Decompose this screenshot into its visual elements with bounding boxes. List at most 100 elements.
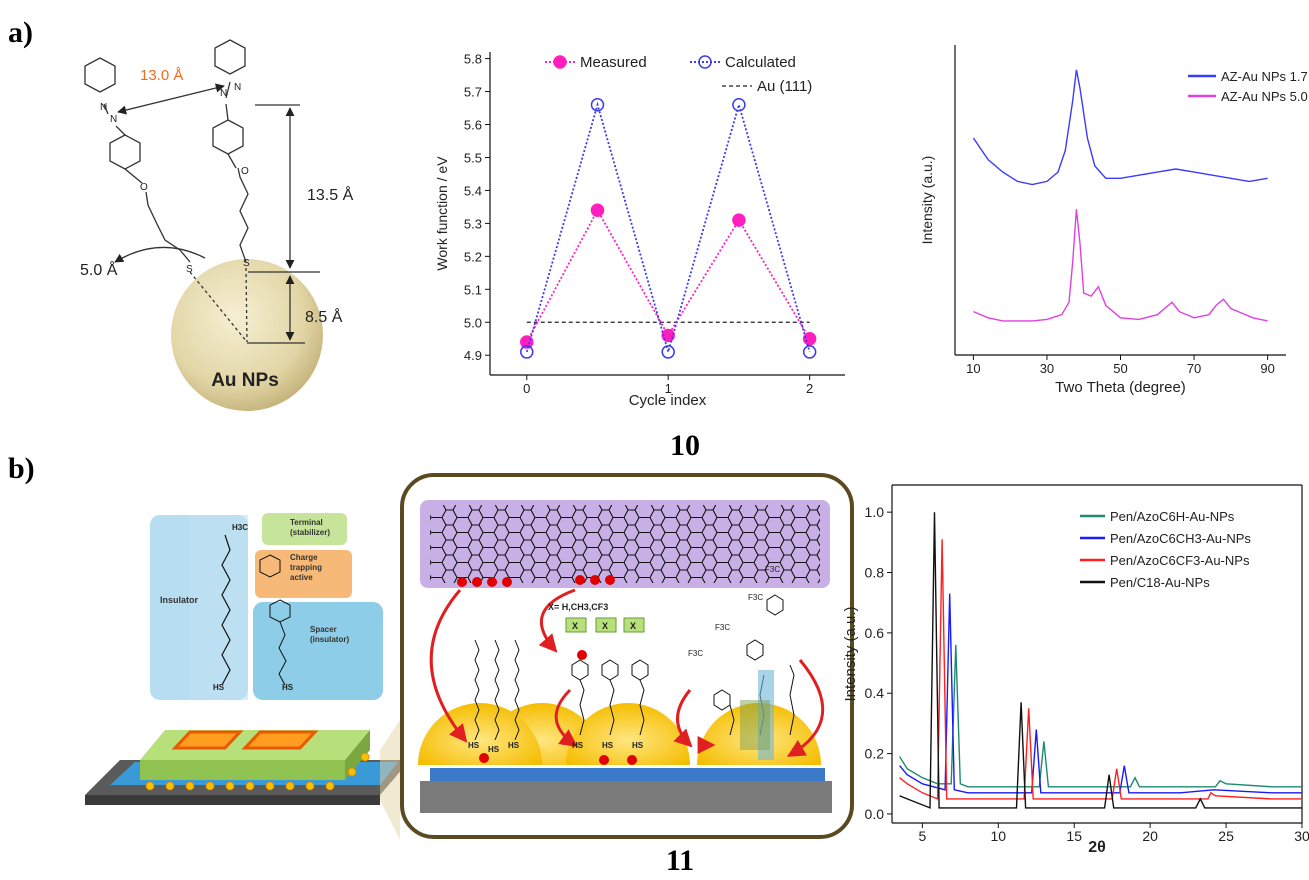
atom-label: N — [234, 82, 241, 93]
y-tick-label: 0.8 — [865, 565, 885, 581]
x-label: X — [572, 621, 578, 631]
legend-label: AZ-Au NPs 1.7 — [1221, 69, 1308, 84]
figure-number: 10 — [670, 429, 700, 462]
group-label: HS — [213, 683, 225, 692]
y-tick-label: 0.0 — [865, 806, 885, 822]
y-tick-label: 4.9 — [464, 348, 482, 363]
atom-label: O — [140, 182, 148, 193]
x-tick-label: 30 — [1294, 828, 1309, 844]
legend-label: Measured — [580, 54, 647, 71]
x-tick-label: 50 — [1113, 361, 1127, 376]
group-label: H3C — [232, 523, 248, 532]
y-tick-label: 5.2 — [464, 249, 482, 264]
legend-marker — [554, 56, 566, 68]
y-tick-label: 5.8 — [464, 52, 482, 67]
group-label: HS — [282, 683, 294, 692]
x-tick-label: 20 — [1142, 828, 1158, 844]
data-point — [662, 346, 674, 358]
formula-label: X= H,CH3,CF3 — [548, 602, 608, 612]
y-axis-label: Intensity (a.u.) — [919, 156, 935, 245]
x-tick-label: 90 — [1260, 361, 1274, 376]
figure: a) b) 10 11 13.0 Å 13.5 Å 5.0 Å 8.5 Å Au NPs… — [0, 0, 1309, 880]
x-tick-label: 5 — [918, 828, 926, 844]
x-axis-label: 2θ — [1088, 839, 1106, 856]
y-tick-label: 5.1 — [464, 282, 482, 297]
legend-label: AZ-Au NPs 5.0 — [1221, 89, 1308, 104]
x-tick-label: 0 — [523, 381, 530, 396]
x-tick-label: 70 — [1187, 361, 1201, 376]
f3c-label: F3C — [715, 623, 730, 632]
f3c-label: F3C — [748, 593, 763, 602]
panel-label: a) — [8, 16, 33, 49]
component-label: Charge — [290, 553, 318, 562]
f3c-label: F3C — [688, 649, 703, 658]
x-label: X — [630, 621, 636, 631]
x-label: X — [602, 621, 608, 631]
component-label: (insulator) — [310, 635, 349, 644]
legend-label: Pen/AzoC6CF3-Au-NPs — [1110, 553, 1250, 568]
x-axis-label: Cycle index — [629, 392, 707, 409]
y-tick-label: 0.4 — [865, 685, 885, 701]
y-tick-label: 5.5 — [464, 150, 482, 165]
legend-label: Pen/AzoC6CH3-Au-NPs — [1110, 531, 1251, 546]
x-tick-label: 15 — [1066, 828, 1082, 844]
legend-label: Au (111) — [757, 78, 812, 95]
y-tick-label: 1.0 — [865, 504, 885, 520]
data-point — [733, 99, 745, 111]
dimension-label: 13.5 Å — [307, 185, 354, 204]
device-diagram — [85, 513, 410, 840]
component-label: Spacer — [310, 625, 337, 634]
hs-label: HS — [632, 741, 644, 750]
y-tick-label: 5.3 — [464, 216, 482, 231]
dimension-label: 5.0 Å — [80, 260, 118, 279]
legend-label: Pen/AzoC6H-Au-NPs — [1110, 509, 1235, 524]
x-tick-label: 10 — [991, 828, 1007, 844]
legend-marker — [699, 56, 711, 68]
data-point — [804, 333, 816, 345]
x-tick-label: 25 — [1218, 828, 1234, 844]
x-tick-label: 2 — [806, 381, 813, 396]
y-tick-label: 5.6 — [464, 118, 482, 133]
atom-label: N — [220, 88, 227, 99]
data-point — [733, 214, 745, 226]
chart: 5 10 15 20 25 30 0.0 0.2 0.4 0.6 0.8 1.0 Intensity (… — [842, 485, 1309, 856]
data-point — [804, 346, 816, 358]
inset-diagram — [402, 475, 852, 837]
hs-label: HS — [572, 741, 584, 750]
hs-label: HS — [602, 741, 614, 750]
component-label: Insulator — [160, 595, 199, 605]
series-line — [527, 105, 810, 352]
component-label: Terminal — [290, 518, 323, 527]
dimension-label: 8.5 Å — [305, 307, 343, 326]
atom-label: N — [110, 114, 117, 125]
dimension-label: Au NPs — [211, 370, 279, 391]
x-tick-label: 10 — [966, 361, 980, 376]
hs-label: HS — [488, 745, 500, 754]
y-tick-label: 0.6 — [865, 625, 885, 641]
data-point — [591, 204, 603, 216]
atom-label: O — [241, 166, 249, 177]
x-axis-label: Two Theta (degree) — [1055, 379, 1186, 396]
y-tick-label: 0.2 — [865, 746, 885, 762]
component-label: (stabilizer) — [290, 528, 330, 537]
series-line — [900, 645, 1302, 787]
y-axis-label: Intensity (a.u.) — [842, 606, 859, 701]
component-label: active — [290, 573, 313, 582]
y-axis-label: Work function / eV — [434, 156, 450, 271]
panel-label: b) — [8, 452, 35, 485]
y-tick-label: 5.0 — [464, 315, 482, 330]
x-tick-label: 30 — [1040, 361, 1054, 376]
legend-label: Calculated — [725, 54, 796, 71]
y-tick-label: 5.4 — [464, 183, 482, 198]
f3c-label: F3C — [765, 565, 780, 574]
component-label: trapping — [290, 563, 322, 572]
hs-label: HS — [508, 741, 520, 750]
legend-label: Pen/C18-Au-NPs — [1110, 575, 1210, 590]
y-tick-label: 5.7 — [464, 85, 482, 100]
dimension-label: 13.0 Å — [140, 67, 183, 84]
figure-number: 11 — [666, 844, 694, 877]
chart: 10 30 50 70 90 Intensity (a.u.) Two Theta (deg… — [919, 45, 1308, 396]
series-line — [973, 209, 1267, 321]
